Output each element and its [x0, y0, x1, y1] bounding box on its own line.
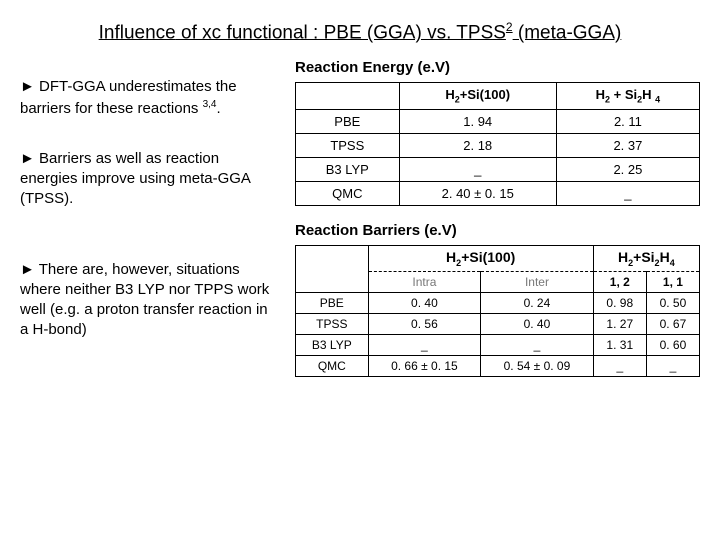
right-column: Reaction Energy (e.V) H2+Si(100) H2 + Si… [295, 59, 700, 392]
table-row: TPSS2. 182. 37 [296, 133, 700, 157]
t2: H [660, 249, 670, 265]
table-row: QMC0. 66 ± 0. 150. 54 ± 0. 09__ [296, 355, 700, 376]
bullet-3: ► There are, however, situations where n… [20, 260, 280, 341]
t: +Si [633, 249, 654, 265]
table-row: B3 LYP__1. 310. 60 [296, 334, 700, 355]
cell: B3 LYP [296, 334, 369, 355]
table2-title: Reaction Barriers (e.V) [295, 222, 700, 239]
col-header: H2+Si(100) [399, 83, 556, 110]
title-sup: 2 [506, 20, 513, 34]
cell: 0. 98 [593, 292, 646, 313]
cell: 0. 24 [481, 292, 594, 313]
cell: 0. 54 ± 0. 09 [481, 355, 594, 376]
cell: 0. 40 [368, 292, 481, 313]
content-area: ► DFT-GGA underestimates the barriers fo… [20, 59, 700, 392]
h: H [446, 249, 456, 265]
cell: QMC [296, 355, 369, 376]
cell: 0. 66 ± 0. 15 [368, 355, 481, 376]
t: +Si(100) [460, 87, 510, 102]
cell: B3 LYP [296, 157, 400, 181]
subheader: 1, 1 [646, 271, 699, 292]
cell: _ [399, 157, 556, 181]
cell: 0. 56 [368, 313, 481, 334]
cell: 2. 37 [556, 133, 699, 157]
t: + Si [610, 87, 637, 102]
table-row: B3 LYP_2. 25 [296, 157, 700, 181]
bullet-3-text: ► There are, however, situations where n… [20, 261, 269, 339]
cell: _ [481, 334, 594, 355]
title-rest: of xc functional : PBE (GGA) vs. TPSS [176, 22, 506, 43]
subheader: Inter [481, 271, 594, 292]
cell: 2. 40 ± 0. 15 [399, 181, 556, 205]
page-title: Influence of xc functional : PBE (GGA) v… [20, 20, 700, 44]
barriers-table: H2+Si(100) H2+Si2H4 Intra Inter 1, 2 1, … [295, 245, 700, 377]
table-row: TPSS0. 560. 401. 270. 67 [296, 313, 700, 334]
col-header: H2+Si2H4 [593, 245, 699, 271]
bullet-1: ► DFT-GGA underestimates the barriers fo… [20, 77, 280, 119]
cell: 1. 27 [593, 313, 646, 334]
cell: _ [593, 355, 646, 376]
col-header: H2+Si(100) [368, 245, 593, 271]
t2: H [642, 87, 655, 102]
title-underline: Influence [99, 22, 176, 43]
h: H [596, 87, 605, 102]
col-header: H2 + Si2H 4 [556, 83, 699, 110]
bullet-1-text: ► DFT-GGA underestimates the barriers fo… [20, 78, 237, 116]
cell: 0. 50 [646, 292, 699, 313]
cell: 0. 60 [646, 334, 699, 355]
table-row: H2+Si(100) H2+Si2H4 [296, 245, 700, 271]
bullet-1-post: . [216, 100, 220, 117]
cell: QMC [296, 181, 400, 205]
empty-header [296, 245, 369, 292]
bullet-1-sup: 3,4 [203, 99, 217, 110]
cell: 1. 94 [399, 109, 556, 133]
cell: TPSS [296, 133, 400, 157]
table-row: PBE1. 942. 11 [296, 109, 700, 133]
table-row: PBE0. 400. 240. 980. 50 [296, 292, 700, 313]
subheader: Intra [368, 271, 481, 292]
cell: 0. 40 [481, 313, 594, 334]
empty-header [296, 83, 400, 110]
title-tail: (meta-GGA) [513, 22, 622, 43]
cell: 2. 18 [399, 133, 556, 157]
table1-title: Reaction Energy (e.V) [295, 59, 700, 76]
energy-table: H2+Si(100) H2 + Si2H 4 PBE1. 942. 11 TPS… [295, 82, 700, 206]
cell: 2. 25 [556, 157, 699, 181]
left-column: ► DFT-GGA underestimates the barriers fo… [20, 59, 280, 392]
cell: PBE [296, 292, 369, 313]
cell: 2. 11 [556, 109, 699, 133]
t: +Si(100) [461, 249, 515, 265]
table-row: H2+Si(100) H2 + Si2H 4 [296, 83, 700, 110]
h: H [445, 87, 454, 102]
subheader: 1, 2 [593, 271, 646, 292]
cell: TPSS [296, 313, 369, 334]
cell: 0. 67 [646, 313, 699, 334]
cell: _ [646, 355, 699, 376]
cell: PBE [296, 109, 400, 133]
bullet-2: ► Barriers as well as reaction energies … [20, 149, 280, 210]
bullet-2-text: ► Barriers as well as reaction energies … [20, 150, 250, 208]
table-row: QMC2. 40 ± 0. 15_ [296, 181, 700, 205]
cell: _ [368, 334, 481, 355]
cell: 1. 31 [593, 334, 646, 355]
h: H [618, 249, 628, 265]
cell: _ [556, 181, 699, 205]
